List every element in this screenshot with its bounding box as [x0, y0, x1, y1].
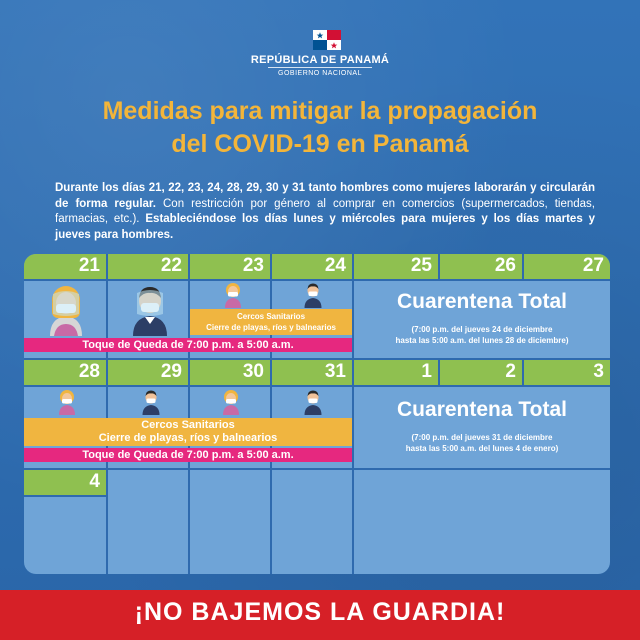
man-small-icon	[304, 283, 322, 308]
quarantine-title: Cuarentena Total	[397, 290, 567, 313]
day-number: 21	[78, 255, 100, 276]
day-cell-22: 22	[108, 254, 188, 279]
day-cell-4: 4	[24, 470, 106, 495]
day-cell-24: 24	[272, 254, 352, 279]
day-cell-3: 3	[524, 360, 610, 385]
cercos-sanitarios-band: Cercos Sanitarios Cierre de playas, ríos…	[190, 309, 352, 335]
cercos-sanitarios-band: Cercos Sanitarios Cierre de playas, ríos…	[24, 418, 352, 446]
man-small-icon	[304, 390, 322, 415]
cercos-title: Cercos Sanitarios	[141, 419, 235, 431]
quarantine-line2: hasta las 5:00 a.m. del lunes 28 de dici…	[395, 336, 569, 345]
intro-paragraph: Durante los días 21, 22, 23, 24, 28, 29,…	[55, 181, 595, 243]
footer-slogan: ¡NO BAJEMOS LA GUARDIA!	[134, 598, 506, 626]
man-small-icon	[142, 390, 160, 415]
day-number: 4	[89, 471, 100, 492]
republic-label: REPÚBLICA DE PANAMÁ	[250, 54, 390, 66]
day-cell-26: 26	[440, 254, 522, 279]
quarantine-title: Cuarentena Total	[397, 398, 567, 421]
footer-banner	[0, 590, 640, 640]
day-cell-21: 21	[24, 254, 106, 279]
woman-small-icon	[223, 390, 239, 415]
cercos-subtitle: Cierre de playas, ríos y balnearios	[98, 432, 278, 444]
grid-line	[24, 358, 610, 360]
day-number: 22	[160, 255, 182, 276]
grid-line	[24, 279, 610, 281]
curfew-band: Toque de Queda de 7:00 p.m. a 5:00 a.m.	[24, 448, 352, 462]
government-label: GOBIERNO NACIONAL	[278, 70, 362, 77]
day-cell-31: 31	[272, 360, 352, 385]
day-number: 24	[324, 255, 346, 276]
page-title-line1: Medidas para mitigar la propagación	[102, 97, 538, 125]
grid-line	[438, 360, 440, 387]
day-number: 3	[593, 361, 604, 382]
day-number: 25	[410, 255, 432, 276]
cercos-title: Cercos Sanitarios	[236, 312, 306, 321]
woman-small-icon	[59, 390, 75, 415]
cercos-subtitle: Cierre de playas, ríos y balnearios	[206, 323, 336, 332]
grid-line	[522, 360, 524, 387]
day-number: 26	[494, 255, 516, 276]
day-cell-1: 1	[354, 360, 438, 385]
calendar: 21 22 23 24 25 26 27 28 29 30 31 1 2 3 4	[24, 254, 610, 574]
intro-bold-1: Durante los días 21, 22, 23, 24, 28, 29,…	[55, 182, 595, 210]
grid-line	[352, 254, 354, 574]
day-number: 30	[242, 361, 264, 382]
day-number: 27	[582, 255, 604, 276]
woman-face-shield-icon	[50, 286, 82, 336]
day-number: 1	[421, 361, 432, 382]
quarantine-line1: (7:00 p.m. del jueves 31 de diciembre	[411, 433, 553, 442]
intro-normal: Con restricción por género al comprar en…	[55, 197, 595, 226]
man-face-shield-icon	[133, 287, 167, 336]
day-number: 23	[242, 255, 264, 276]
woman-small-icon	[225, 283, 241, 308]
header-divider	[268, 67, 372, 68]
day-number: 31	[324, 361, 346, 382]
day-cell-30: 30	[190, 360, 270, 385]
day-number: 2	[505, 361, 516, 382]
panama-flag-icon	[313, 30, 341, 50]
quarantine-line2: hasta las 5:00 a.m. del lunes 4 de enero…	[405, 444, 559, 453]
page-title-line2: del COVID-19 en Panamá	[171, 130, 469, 158]
day-cell-23: 23	[190, 254, 270, 279]
grid-line	[24, 468, 610, 470]
grid-line	[522, 254, 524, 281]
intro-bold-2: Estableciéndose los días lunes y miércol…	[55, 213, 595, 241]
day-number: 29	[160, 361, 182, 382]
day-cell-28: 28	[24, 360, 106, 385]
day-cell-27: 27	[524, 254, 610, 279]
grid-line	[188, 254, 190, 574]
day-cell-2: 2	[440, 360, 522, 385]
grid-line	[270, 254, 272, 574]
grid-line	[24, 385, 610, 387]
day-cell-29: 29	[108, 360, 188, 385]
curfew-band: Toque de Queda de 7:00 p.m. a 5:00 a.m.	[24, 338, 352, 352]
grid-line	[438, 254, 440, 281]
day-number: 28	[78, 361, 100, 382]
grid-line	[24, 495, 108, 497]
day-cell-25: 25	[354, 254, 438, 279]
quarantine-line1: (7:00 p.m. del jueves 24 de diciembre	[411, 325, 553, 334]
grid-line	[106, 254, 108, 574]
